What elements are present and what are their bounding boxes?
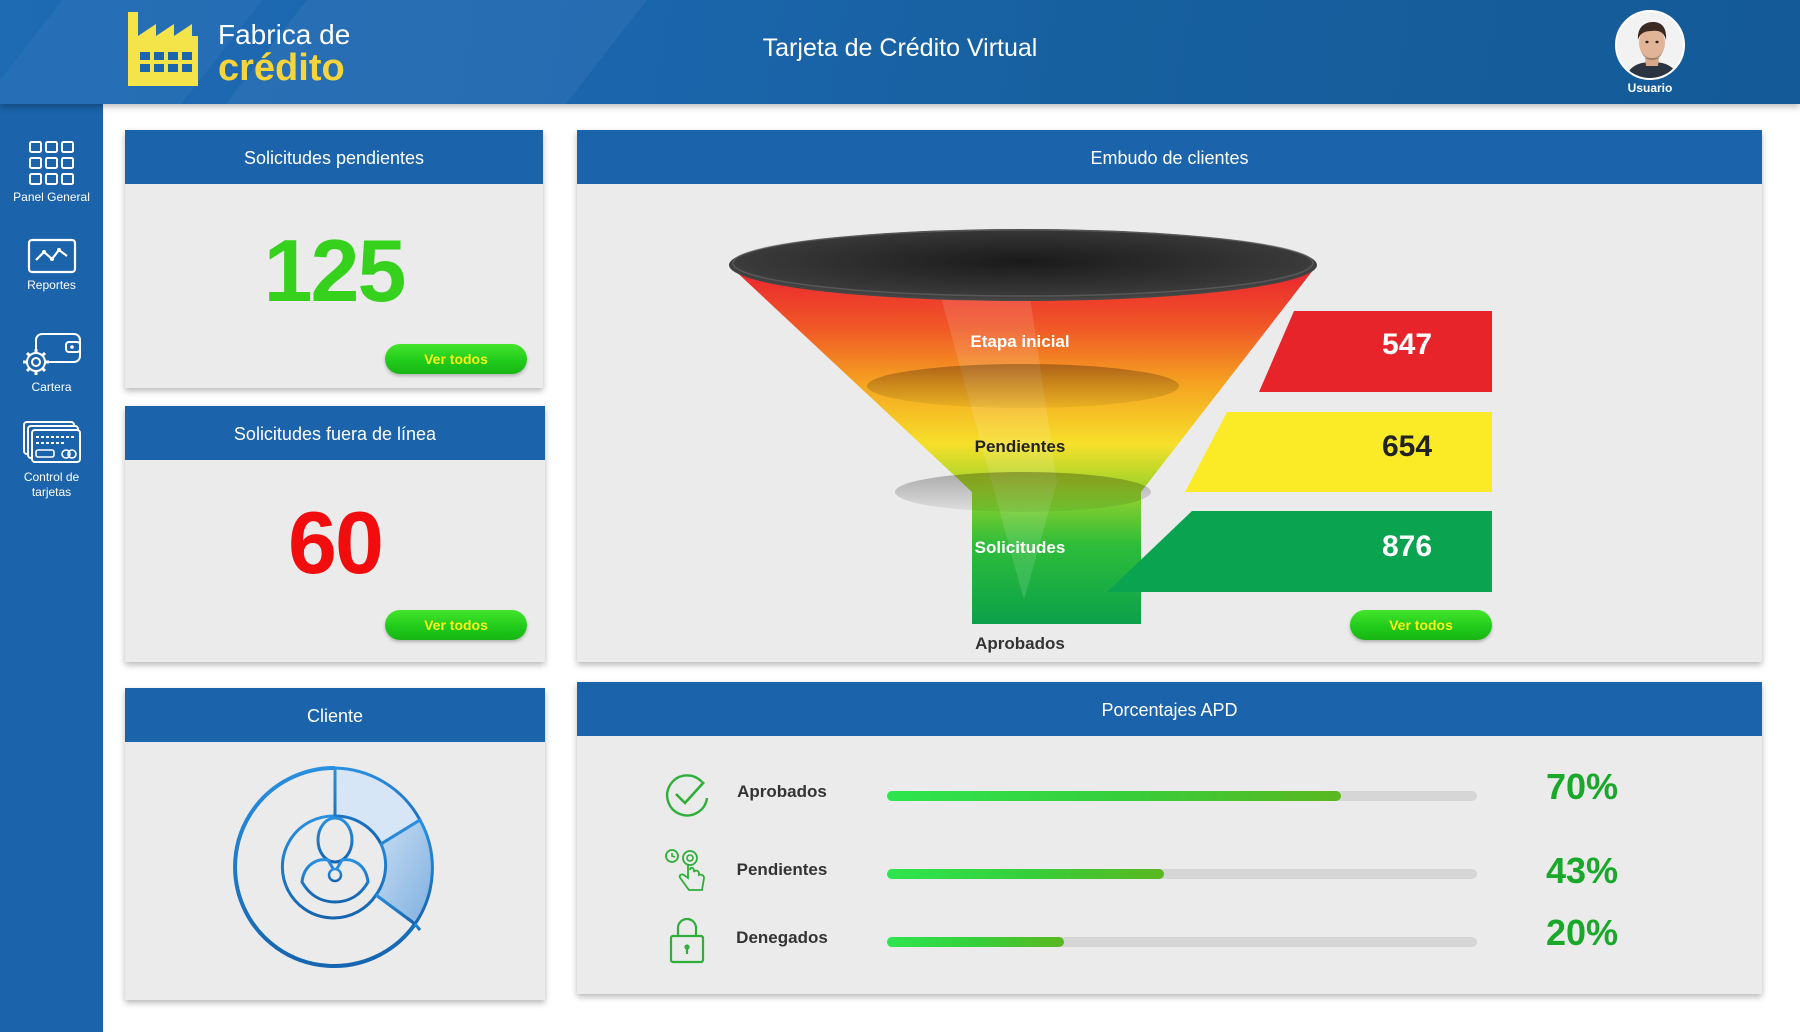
funnel-stage-value: 547 [1381, 328, 1433, 361]
card-title: Solicitudes pendientes [125, 130, 543, 184]
app-header: Fabrica de crédito Tarjeta de Crédito Vi… [0, 0, 1800, 104]
funnel-stage-label: Pendientes [974, 437, 1066, 456]
sidebar-item-panel-general[interactable]: Panel General [0, 140, 103, 205]
card-title: Embudo de clientes [577, 130, 1762, 184]
funnel-view-all-button[interactable]: Ver todos [1350, 610, 1492, 640]
offline-requests-card: Solicitudes fuera de línea 60 Ver todos [125, 406, 545, 662]
apd-percentage: 70% [1545, 766, 1619, 807]
funnel-stage-label: Solicitudes [974, 538, 1066, 557]
pending-count: 125 [263, 221, 407, 320]
sidebar: Panel General Reportes Cartera [0, 104, 103, 1032]
grid-icon [28, 141, 74, 185]
user-menu[interactable]: Usuario [1610, 10, 1690, 100]
sidebar-item-label: Cartera [31, 380, 72, 394]
factory-icon [128, 12, 198, 86]
avatar[interactable] [1615, 10, 1685, 80]
wallet-gear-icon [22, 333, 81, 375]
padlock-icon [669, 917, 705, 964]
apd-progress-track [887, 791, 1477, 801]
client-funnel-card: Embudo de clientes [577, 130, 1762, 662]
sidebar-item-cartera[interactable]: Cartera [0, 332, 103, 395]
apd-percentage: 20% [1545, 912, 1619, 953]
funnel-stage-value: 654 [1381, 430, 1433, 463]
pending-requests-card: Solicitudes pendientes 125 Ver todos [125, 130, 543, 388]
cards-icon [22, 421, 81, 463]
sidebar-item-label: Control de tarjetas [23, 470, 80, 499]
apd-row-aprobados: Aprobados 70% [577, 766, 1767, 826]
card-title: Cliente [125, 688, 545, 742]
funnel-stage-label: Etapa inicial [970, 332, 1070, 351]
apd-progress-track [887, 869, 1477, 879]
apd-row-denegados: Denegados 20% [577, 912, 1767, 972]
apd-label: Aprobados [737, 782, 827, 801]
check-circle-icon [666, 774, 709, 817]
apd-label: Pendientes [736, 860, 828, 879]
apd-progress-fill [887, 869, 1165, 879]
app-logo[interactable]: Fabrica de crédito [126, 12, 356, 90]
user-label: Usuario [1627, 81, 1673, 95]
funnel-stage-value: 876 [1381, 530, 1433, 563]
offline-view-all-button[interactable]: Ver todos [385, 610, 527, 640]
apd-percentages-card: Porcentajes APD Aprobados 70% Pendientes… [577, 682, 1762, 994]
client-donut-icon [233, 765, 434, 968]
touch-clock-icon [665, 849, 705, 891]
apd-progress-fill [887, 937, 1064, 947]
sidebar-item-label: Reportes [27, 278, 76, 292]
sidebar-item-label: Panel General [13, 190, 90, 204]
card-title: Porcentajes APD [577, 682, 1762, 736]
pending-view-all-button[interactable]: Ver todos [385, 344, 527, 374]
sidebar-item-reportes[interactable]: Reportes [0, 238, 103, 293]
apd-row-pendientes: Pendientes 43% [577, 844, 1767, 904]
logo-text-line1: Fabrica de [218, 19, 351, 50]
card-title: Solicitudes fuera de línea [125, 406, 545, 460]
apd-progress-fill [887, 791, 1342, 801]
page-title: Tarjeta de Crédito Virtual [762, 34, 1038, 62]
sidebar-item-control-tarjetas[interactable]: Control de tarjetas [0, 420, 103, 500]
user-photo-icon [1617, 12, 1683, 78]
funnel-chart [729, 229, 1492, 624]
client-card: Cliente [125, 688, 545, 1000]
apd-label: Denegados [736, 928, 828, 947]
offline-count: 60 [288, 493, 384, 592]
line-chart-icon [27, 238, 76, 274]
logo-text-line2: crédito [218, 47, 345, 89]
apd-percentage: 43% [1545, 850, 1619, 891]
funnel-bottom-label: Aprobados [975, 634, 1065, 653]
apd-progress-track [887, 937, 1477, 947]
